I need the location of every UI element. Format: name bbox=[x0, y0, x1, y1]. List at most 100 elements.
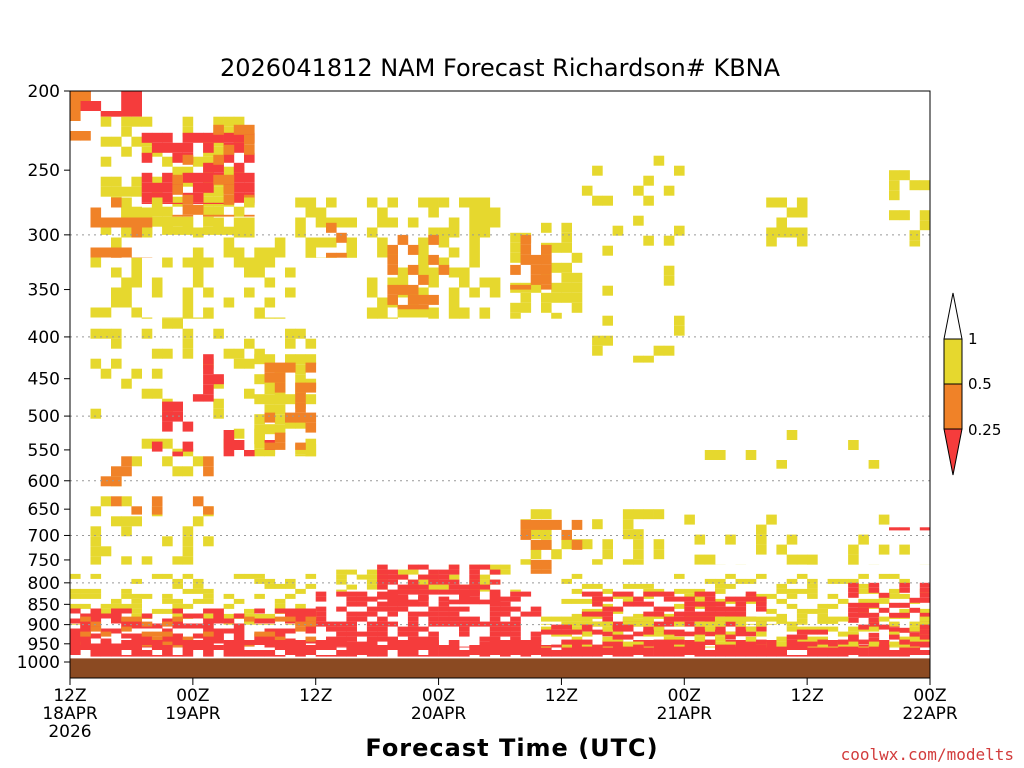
ri-cell-high-1846 bbox=[694, 621, 706, 627]
ri-cell-low-1342 bbox=[346, 655, 357, 657]
ri-cell-mid-158 bbox=[182, 194, 194, 205]
ri-cell-high-1096 bbox=[285, 578, 296, 584]
ri-cell-low-935 bbox=[418, 626, 429, 632]
ri-cell-high-446 bbox=[602, 195, 613, 206]
ri-cell-low-3 bbox=[100, 111, 112, 117]
ri-cell-high-465 bbox=[663, 345, 675, 356]
ri-cell-high-1849 bbox=[704, 621, 716, 627]
ri-cell-low-1446 bbox=[674, 645, 685, 650]
ri-cell-high-1911 bbox=[919, 616, 931, 622]
x-tick-label-3-2: 20APR bbox=[411, 704, 467, 724]
y-tick-label-500: 500 bbox=[28, 407, 60, 427]
ri-cell-low-130 bbox=[203, 162, 214, 173]
ri-cell-high-179 bbox=[90, 257, 102, 268]
ri-cell-high-196 bbox=[131, 257, 142, 268]
ri-cell-mid-1231 bbox=[151, 631, 163, 637]
ri-cell-high-1864 bbox=[745, 636, 757, 642]
ri-cell-low-1960 bbox=[837, 639, 849, 645]
ri-cell-low-1181 bbox=[233, 623, 245, 629]
ri-cell-low-1436 bbox=[643, 655, 654, 657]
ri-cell-low-96 bbox=[141, 132, 153, 143]
ri-cell-low-99 bbox=[141, 182, 153, 193]
ri-cell-low-1792 bbox=[909, 597, 921, 603]
ri-cell-high-202 bbox=[141, 317, 153, 319]
ri-cell-high-1073 bbox=[223, 623, 235, 625]
credit-text: coolwx.com/modelts bbox=[841, 745, 1014, 764]
ri-cell-high-443 bbox=[592, 195, 603, 206]
ri-cell-low-1271 bbox=[111, 650, 122, 655]
ri-cell-high-226 bbox=[213, 217, 224, 228]
ri-cell-high-486 bbox=[899, 170, 910, 181]
ri-cell-low-1386 bbox=[500, 640, 511, 645]
ri-cell-high-325 bbox=[418, 247, 429, 258]
ri-cell-high-542 bbox=[285, 328, 296, 339]
ri-cell-low-850 bbox=[479, 599, 491, 605]
ri-cell-high-1036 bbox=[131, 613, 142, 619]
ri-cell-low-976 bbox=[489, 601, 501, 607]
ri-cell-high-351 bbox=[459, 277, 470, 288]
ri-cell-low-1957 bbox=[807, 629, 818, 635]
ri-cell-high-182 bbox=[100, 307, 112, 318]
ri-cell-low-871 bbox=[336, 626, 347, 632]
ri-cell-high-723 bbox=[704, 554, 716, 565]
ri-cell-low-1511 bbox=[858, 650, 869, 655]
ri-cell-high-190 bbox=[121, 277, 132, 288]
ri-cell-low-10 bbox=[131, 111, 142, 117]
ri-cell-high-1092 bbox=[274, 583, 286, 589]
ri-cell-low-898 bbox=[366, 621, 378, 627]
ri-cell-low-1399 bbox=[530, 650, 542, 655]
ri-cell-high-692 bbox=[602, 549, 613, 560]
ri-cell-high-401 bbox=[520, 292, 532, 303]
ri-cell-mid-614 bbox=[274, 442, 286, 450]
ri-cell-low-1950 bbox=[756, 644, 767, 648]
ri-cell-low-998 bbox=[510, 626, 521, 632]
ri-cell-high-472 bbox=[766, 237, 777, 247]
ri-cell-high-418 bbox=[561, 262, 572, 273]
ri-cell-low-1335 bbox=[326, 645, 337, 650]
ri-cell-high-1066 bbox=[203, 613, 214, 619]
ri-cell-low-819 bbox=[418, 574, 429, 580]
ri-cell-low-1323 bbox=[285, 645, 296, 650]
ri-cell-low-1946 bbox=[725, 634, 736, 640]
ri-cell-low-924 bbox=[407, 601, 419, 607]
ri-cell-mid-667 bbox=[121, 456, 132, 467]
ri-cell-low-932 bbox=[418, 596, 429, 602]
ri-cell-low-957 bbox=[459, 591, 470, 597]
ri-cell-high-1046 bbox=[172, 583, 183, 589]
ri-cell-high-1104 bbox=[305, 583, 317, 589]
ri-cell-high-1098 bbox=[285, 593, 296, 599]
ri-cell-high-1566 bbox=[663, 613, 675, 619]
y-tick-label-400: 400 bbox=[28, 328, 60, 348]
ri-cell-high-240 bbox=[254, 247, 265, 258]
ri-cell-low-960 bbox=[459, 616, 470, 622]
ri-cell-high-505 bbox=[141, 388, 153, 399]
ri-cell-low-1704 bbox=[663, 596, 675, 602]
ri-cell-low-1964 bbox=[878, 624, 890, 630]
ri-cell-high-22 bbox=[100, 226, 112, 235]
ri-cell-high-1054 bbox=[182, 603, 194, 609]
ri-cell-high-398 bbox=[510, 312, 521, 319]
ri-cell-low-1727 bbox=[704, 596, 716, 602]
ri-cell-low-1726 bbox=[704, 591, 716, 597]
ri-cell-high-1639 bbox=[858, 583, 869, 589]
ri-cell-low-1780 bbox=[868, 637, 880, 640]
ri-cell-low-1125 bbox=[100, 613, 112, 619]
ri-cell-high-1821 bbox=[581, 631, 593, 637]
ri-cell-high-330 bbox=[428, 197, 439, 208]
ri-cell-low-827 bbox=[438, 569, 450, 575]
y-tick-label-1000: 1000 bbox=[17, 653, 60, 673]
ri-cell-mid-389 bbox=[428, 234, 439, 245]
ri-cell-low-1407 bbox=[561, 650, 572, 655]
ri-cell-low-1352 bbox=[387, 640, 398, 645]
ri-cell-high-630 bbox=[786, 430, 798, 440]
ri-cell-high-1883 bbox=[817, 636, 828, 642]
ri-cell-low-1476 bbox=[756, 650, 767, 655]
ri-cell-high-410 bbox=[551, 242, 562, 253]
ri-cell-high-461 bbox=[663, 185, 675, 196]
ri-cell-low-1529 bbox=[919, 640, 931, 645]
y-tick-label-950: 950 bbox=[28, 635, 60, 655]
ri-cell-low-1777 bbox=[868, 617, 880, 623]
ri-cell-high-372 bbox=[489, 287, 501, 298]
ri-cell-mid-706 bbox=[520, 519, 532, 530]
ri-cell-low-604 bbox=[244, 450, 255, 457]
